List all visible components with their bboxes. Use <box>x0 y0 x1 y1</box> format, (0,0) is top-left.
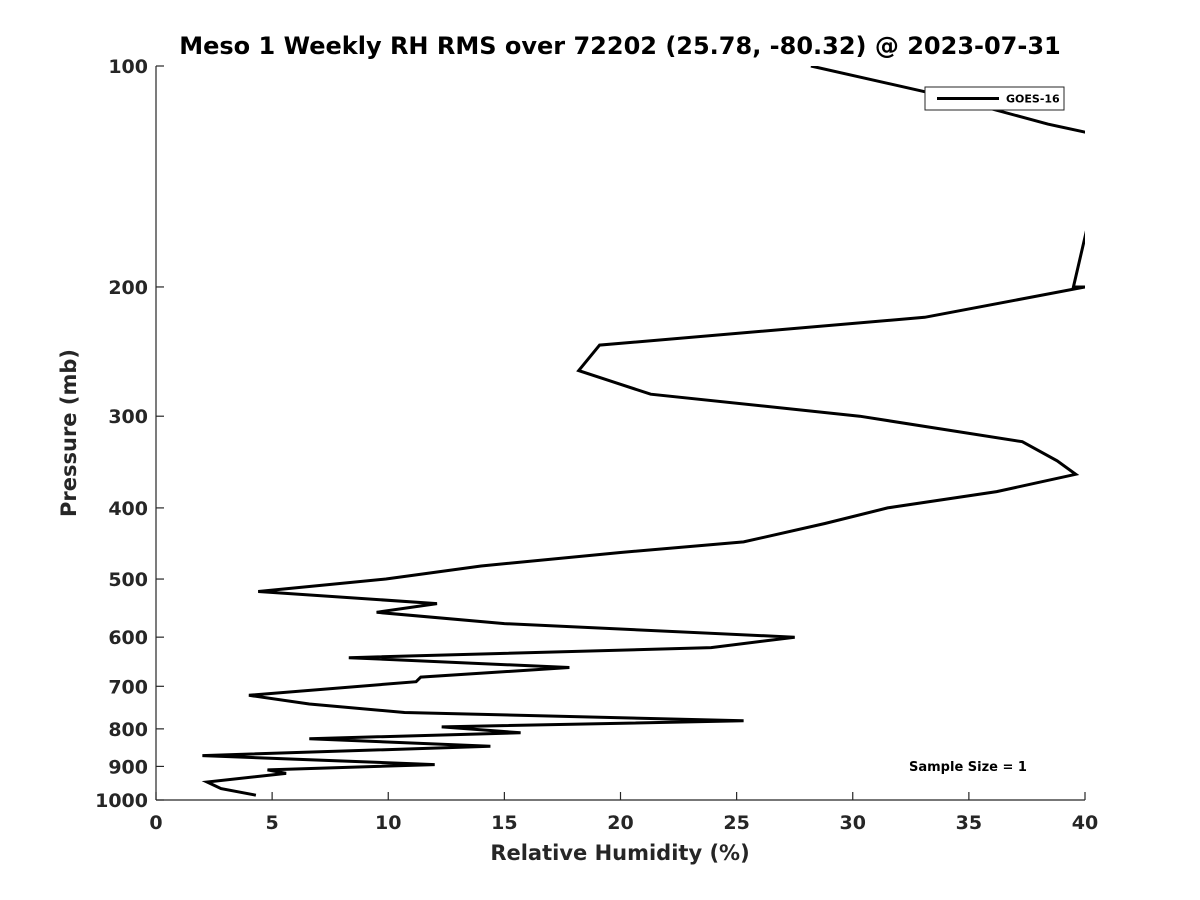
x-tick-label: 20 <box>607 812 633 834</box>
y-tick-label: 300 <box>108 406 148 428</box>
y-tick-label: 800 <box>108 719 148 741</box>
sample-size-annotation: Sample Size = 1 <box>909 760 1027 775</box>
x-tick-label: 0 <box>149 812 162 834</box>
x-tick-label: 5 <box>266 812 279 834</box>
y-tick-label: 200 <box>108 277 148 299</box>
legend: GOES-16 <box>924 86 1065 111</box>
y-tick-label: 600 <box>108 627 148 649</box>
chart-title: Meso 1 Weekly RH RMS over 72202 (25.78, … <box>179 32 1061 60</box>
y-tick-label: 700 <box>108 676 148 698</box>
plot-area: 0 5 10 15 20 25 30 35 40 100 200 300 400 500 600 700 80… <box>95 56 1098 834</box>
x-ticks: 0 5 10 15 20 25 30 35 40 <box>149 792 1098 834</box>
legend-label-goes16: GOES-16 <box>1006 93 1060 106</box>
x-tick-label: 25 <box>723 812 749 834</box>
x-tick-label: 15 <box>491 812 517 834</box>
y-tick-label: 900 <box>108 756 148 778</box>
y-tick-label: 100 <box>108 56 148 78</box>
y-tick-label: 400 <box>108 498 148 520</box>
y-axis-label: Pressure (mb) <box>57 349 81 517</box>
series-line-goes16 <box>201 66 1085 797</box>
x-tick-label: 40 <box>1072 812 1098 834</box>
y-ticks: 100 200 300 400 500 600 700 800 900 1000 <box>95 56 164 812</box>
y-tick-label: 1000 <box>95 790 148 812</box>
x-tick-label: 10 <box>375 812 401 834</box>
x-axis-label: Relative Humidity (%) <box>490 841 749 865</box>
y-tick-label: 500 <box>108 569 148 591</box>
x-tick-label: 30 <box>840 812 866 834</box>
x-tick-label: 35 <box>956 812 982 834</box>
series-layer <box>201 66 1085 797</box>
